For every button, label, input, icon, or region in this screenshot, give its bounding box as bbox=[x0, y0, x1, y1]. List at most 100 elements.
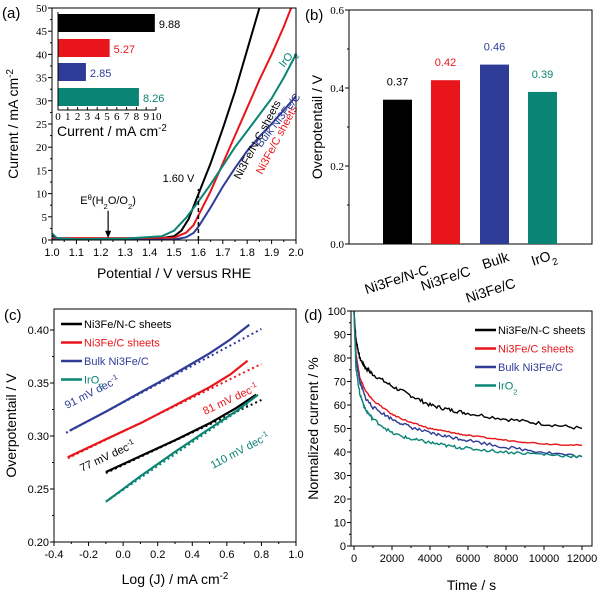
panel-d-stability: (d) 0 10 20 30 40 50 60 70 80 90 100 0 2000 4000 6000 80… bbox=[304, 306, 597, 593]
y-axis-label: Overpotentail / V bbox=[309, 74, 325, 179]
panel-b-overpotential-bars: (b)0.00.20.40.60.370.420.460.39Ni3Fe/N-C… bbox=[305, 5, 593, 306]
y-tick-label: 0 bbox=[340, 541, 346, 553]
y-tick-label: 10 bbox=[36, 189, 48, 201]
x-tick-label: 1.7 bbox=[215, 247, 230, 259]
x-tick-label: 0.6 bbox=[219, 549, 234, 561]
y-tick-label: 50 bbox=[36, 3, 48, 15]
x-tick-label: 12000 bbox=[567, 553, 598, 565]
series-line-red bbox=[67, 359, 249, 459]
x-tick-label: 0.2 bbox=[150, 549, 165, 561]
inset-x-tick-label: 2 bbox=[75, 111, 81, 123]
inset-x-tick-label: 3 bbox=[85, 111, 91, 123]
x-tick-label: 6000 bbox=[456, 553, 480, 565]
bar-value-label: 0.39 bbox=[532, 69, 553, 81]
x-tick-label: 1.2 bbox=[93, 247, 108, 259]
x-tick-label: 1.1 bbox=[69, 247, 84, 259]
inset-bar-value: 8.26 bbox=[143, 93, 164, 105]
y-tick-label: 20 bbox=[36, 142, 48, 154]
x-tick-label: 0.0 bbox=[115, 549, 130, 561]
y-tick-label: 50 bbox=[334, 424, 346, 436]
x-tick-label: -0.4 bbox=[45, 549, 64, 561]
series-line-teal bbox=[353, 311, 583, 459]
inset-x-tick-label: 7 bbox=[124, 111, 130, 123]
inset-x-tick-label: 6 bbox=[114, 111, 120, 123]
annotation-1.60V: 1.60 V bbox=[163, 173, 195, 185]
y-tick-label: 0.20 bbox=[28, 537, 49, 549]
y-tick-label: 90 bbox=[334, 330, 346, 342]
inset-x-tick-label: 8 bbox=[134, 111, 140, 123]
x-tick-label: 1.6 bbox=[191, 247, 206, 259]
legend-label: Bulk Ni3Fe/C bbox=[84, 356, 149, 368]
panel-c-tafel-plot: (c)77 mV dec-181 mV dec-191 mV dec-1110 … bbox=[3, 307, 304, 587]
x-axis-label: Potential / V versus RHE bbox=[97, 265, 251, 281]
y-tick-label: 5 bbox=[42, 212, 48, 224]
series-group bbox=[353, 311, 583, 459]
y-tick-label: 40 bbox=[334, 447, 346, 459]
y-tick-label: 45 bbox=[36, 26, 48, 38]
y-tick-label: 0.2 bbox=[330, 161, 344, 173]
legend-label: Ni3Fe/C sheets bbox=[498, 344, 574, 356]
tafel-slope-label: 77 mV dec-1 bbox=[77, 436, 137, 474]
fit-line-blue bbox=[65, 328, 262, 434]
inset-bar-value: 2.85 bbox=[90, 68, 111, 80]
tafel-slope-label: 110 mV dec-1 bbox=[208, 428, 272, 471]
x-tick-label: 10000 bbox=[529, 553, 560, 565]
y-tick-label: 30 bbox=[334, 471, 346, 483]
x-tick-label: 1.4 bbox=[142, 247, 157, 259]
x-axis-label: Log (J) / mA cm-2 bbox=[122, 571, 229, 588]
panel-label: (c) bbox=[4, 307, 22, 324]
x-tick-label: -0.2 bbox=[79, 549, 98, 561]
y-axis-label: Overpotentail / V bbox=[3, 373, 19, 478]
y-axis-label: Current / mA cm-2 bbox=[5, 69, 22, 179]
y-tick-label: 15 bbox=[36, 165, 48, 177]
x-tick-label: 0.8 bbox=[254, 549, 269, 561]
arrow-head bbox=[105, 230, 112, 239]
y-tick-label: 0.40 bbox=[28, 325, 49, 337]
inset-x-tick-label: 9 bbox=[143, 111, 149, 123]
y-tick-label: 20 bbox=[334, 494, 346, 506]
legend-label: Ni3Fe/N-C sheets bbox=[84, 319, 172, 331]
inset-x-tick-label: 1 bbox=[65, 111, 71, 123]
inset-x-tick-label: 5 bbox=[104, 111, 110, 123]
series-line-blue bbox=[353, 311, 583, 459]
x-tick-label: 1.0 bbox=[44, 247, 59, 259]
inset-x-axis-label: Current / mA cm-2 bbox=[57, 123, 167, 140]
category-label: Bulk bbox=[480, 248, 512, 272]
legend-label: IrO2 bbox=[84, 375, 104, 391]
bar-value-label: 0.46 bbox=[484, 42, 505, 54]
bar-value-label: 0.37 bbox=[387, 77, 408, 89]
y-tick-label: 100 bbox=[328, 306, 346, 318]
y-tick-label: 40 bbox=[36, 49, 48, 61]
y-tick-label: 70 bbox=[334, 377, 346, 389]
fit-line-red bbox=[67, 363, 262, 460]
x-tick-label: 1.3 bbox=[118, 247, 133, 259]
inset-x-tick-label: 4 bbox=[94, 111, 100, 123]
x-tick-label: 0.4 bbox=[185, 549, 200, 561]
x-tick-label: 2.0 bbox=[288, 247, 303, 259]
x-tick-label: 4000 bbox=[418, 553, 442, 565]
legend-label: IrO2 bbox=[498, 381, 518, 397]
y-tick-label: 80 bbox=[334, 353, 346, 365]
legend-label: Bulk Ni3Fe/C bbox=[498, 362, 563, 374]
y-tick-label: 0.30 bbox=[28, 431, 49, 443]
legend-label: Ni3Fe/N-C sheets bbox=[498, 325, 586, 337]
inset-x-tick-label: 0 bbox=[55, 111, 61, 123]
inset-bar-blue bbox=[58, 63, 86, 81]
bar-value-label: 0.42 bbox=[435, 57, 456, 69]
bar-black bbox=[383, 99, 412, 244]
panel-label: (d) bbox=[304, 307, 322, 324]
y-tick-label: 0 bbox=[42, 235, 48, 247]
y-tick-label: 25 bbox=[36, 119, 48, 131]
inset-bar-teal bbox=[58, 88, 139, 106]
panel-a-oer-polarization: (a)1.60 VEθ(H2O/O2)Ni3Fe/N-C sheetsNi3Fe… bbox=[2, 3, 304, 281]
legend-label: Ni3Fe/C sheets bbox=[84, 338, 160, 350]
fit-line-teal bbox=[105, 403, 249, 503]
panel-label: (a) bbox=[2, 5, 20, 22]
series-line-black bbox=[353, 311, 583, 430]
series-line-teal bbox=[52, 53, 296, 240]
inset-x-tick-label: 10 bbox=[151, 111, 163, 123]
y-tick-label: 10 bbox=[334, 518, 346, 530]
y-tick-label: 0.4 bbox=[330, 83, 344, 95]
y-tick-label: 0.0 bbox=[330, 239, 344, 251]
x-tick-label: 8000 bbox=[494, 553, 518, 565]
